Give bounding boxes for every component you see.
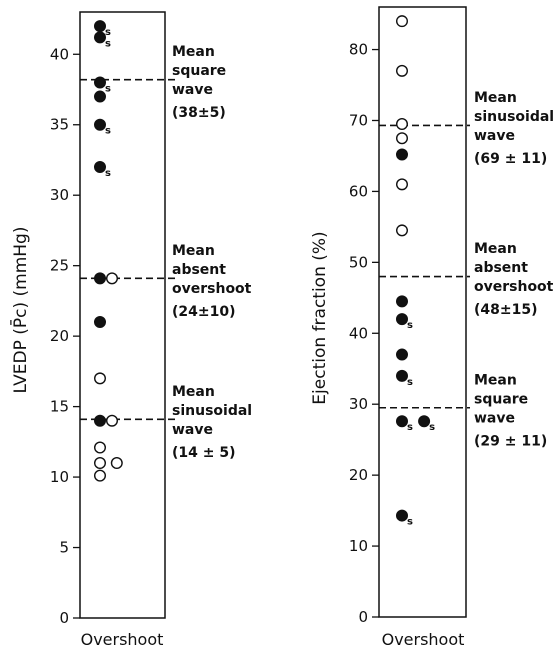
plot-frame-right (378, 6, 467, 618)
mean-annotation-line: square (172, 63, 226, 79)
data-point-open (93, 469, 106, 482)
mean-annotation-line: wave (172, 82, 213, 98)
data-point-filled (93, 20, 106, 33)
data-point-open (93, 456, 106, 469)
mean-lines-right: Mean sinusoidal wave (69 ± 11) Mean absent ove… (379, 90, 554, 449)
data-point-filled (93, 118, 106, 131)
data-point-open (93, 441, 106, 454)
data-point-open (396, 118, 409, 131)
y-tick-label: 5 (59, 539, 69, 557)
data-point-filled (396, 295, 409, 308)
data-point-filled (396, 509, 409, 522)
y-tick-label: 20 (50, 327, 69, 345)
plot-frame-left (79, 11, 166, 619)
y-tick-label: 10 (50, 468, 69, 486)
y-tick-label: 30 (50, 186, 69, 204)
point-s-label: s (105, 126, 111, 137)
mean-annotation-line: Mean (474, 90, 517, 106)
x-axis-label-left: Overshoot (81, 630, 164, 649)
mean-annotation-line: sinusoidal (172, 403, 252, 419)
y-tick-label: 70 (349, 111, 368, 129)
data-point-open (105, 414, 118, 427)
mean-annotation-line: Mean (474, 241, 517, 257)
mean-annotation-line: (14 ± 5) (172, 445, 236, 461)
data-point-open (396, 224, 409, 237)
y-tick-label: 25 (50, 257, 69, 275)
data-point-filled (396, 148, 409, 161)
mean-annotation-line: (38±5) (172, 105, 226, 121)
mean-annotation-line: (29 ± 11) (474, 433, 547, 449)
mean-lines-left: Mean square wave (38±5) Mean absent overshoot (… (80, 44, 252, 461)
point-s-label: s (105, 168, 111, 179)
point-s-label: s (407, 320, 413, 331)
mean-annotation-line: Mean (172, 44, 215, 60)
mean-annotation-line: absent (474, 260, 528, 276)
data-point-open (396, 132, 409, 145)
mean-annotation-line: wave (474, 410, 515, 426)
mean-annotation-line: wave (474, 128, 515, 144)
y-tick-label: 15 (50, 398, 69, 416)
y-tick-label: 0 (358, 608, 368, 626)
point-s-label: s (407, 422, 413, 433)
mean-annotation-line: overshoot (474, 279, 554, 295)
mean-annotation-line: Mean (474, 372, 517, 388)
x-axis-label-right: Overshoot (382, 630, 465, 649)
mean-annotation-line: square (474, 391, 528, 407)
y-tick-label: 40 (50, 45, 69, 63)
mean-annotation-line: Mean (172, 384, 215, 400)
data-point-open (110, 456, 123, 469)
data-point-filled (93, 161, 106, 174)
data-point-open (93, 372, 106, 385)
mean-annotation-line: wave (172, 422, 213, 438)
point-s-label: s (105, 27, 111, 38)
mean-annotation-line: absent (172, 262, 226, 278)
y-tick-label: 10 (349, 537, 368, 555)
y-tick-label: 30 (349, 395, 368, 413)
data-point-filled (396, 369, 409, 382)
y-axis-right: 0 10 20 30 40 50 60 70 80 (349, 41, 379, 626)
data-point-open (105, 272, 118, 285)
points-right: s s s s s (396, 15, 435, 528)
mean-annotation-line: sinusoidal (474, 109, 554, 125)
chart-right: 0 10 20 30 40 50 60 70 80 Mean sinusoidal wave (69 … (310, 6, 554, 649)
y-tick-label: 80 (349, 41, 368, 59)
mean-annotation-line: Mean (172, 243, 215, 259)
y-tick-label: 50 (349, 253, 368, 271)
data-point-filled (396, 313, 409, 326)
mean-annotation-line: (48±15) (474, 302, 538, 318)
y-tick-label: 35 (50, 116, 69, 134)
data-point-open (396, 64, 409, 77)
y-axis-label-right: Ejection fraction (%) (310, 231, 330, 404)
data-point-filled (396, 415, 409, 428)
data-point-open (396, 178, 409, 191)
data-point-filled (396, 348, 409, 361)
point-s-label: s (407, 517, 413, 528)
y-tick-label: 20 (349, 466, 368, 484)
mean-annotation-line: (69 ± 11) (474, 151, 547, 167)
data-point-filled (93, 414, 106, 427)
y-tick-label: 40 (349, 324, 368, 342)
point-s-label: s (429, 422, 435, 433)
y-axis-left: 0 5 10 15 20 25 30 35 40 (50, 45, 80, 627)
y-tick-label: 0 (59, 609, 69, 627)
data-point-filled (93, 316, 106, 329)
data-point-filled (93, 272, 106, 285)
data-point-filled (93, 76, 106, 89)
data-point-filled (93, 31, 106, 44)
y-axis-label-left: LVEDP (P̄c) (mmHg) (9, 227, 31, 394)
data-point-filled (93, 90, 106, 103)
point-s-label: s (105, 83, 111, 94)
data-point-filled (418, 415, 431, 428)
point-s-label: s (407, 377, 413, 388)
data-point-open (396, 15, 409, 28)
point-s-label: s (105, 38, 111, 49)
y-tick-label: 60 (349, 182, 368, 200)
mean-annotation-line: (24±10) (172, 304, 236, 320)
mean-annotation-line: overshoot (172, 281, 252, 297)
